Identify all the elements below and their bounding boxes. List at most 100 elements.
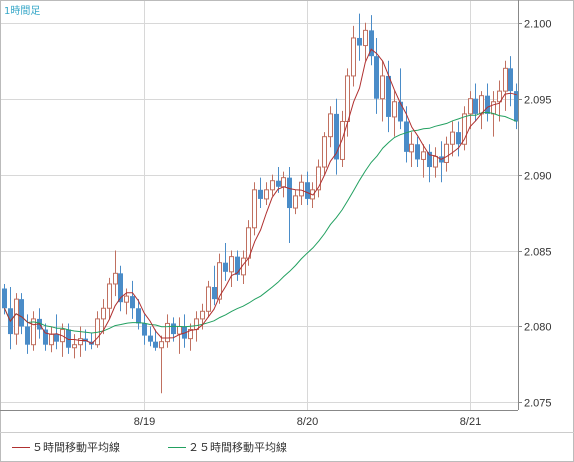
candle-body: [113, 272, 118, 285]
candle-down: [305, 171, 310, 205]
candle-down: [212, 265, 217, 306]
candle-up: [328, 106, 333, 148]
candle-body: [508, 68, 513, 92]
candle-up: [101, 299, 106, 335]
candle-body: [258, 189, 263, 199]
candle-body: [316, 166, 321, 191]
candle-down: [508, 56, 513, 107]
candle-down: [456, 121, 461, 157]
candle-body: [398, 101, 403, 122]
y-tick-label: 2.075: [524, 398, 552, 410]
candle-up: [31, 311, 36, 351]
candle-down: [287, 167, 292, 243]
candle-up: [421, 144, 426, 178]
candle-body: [229, 256, 234, 273]
candle-body: [142, 323, 147, 336]
candle-down: [25, 314, 30, 354]
candle-body: [31, 318, 36, 346]
candle-up: [380, 60, 385, 122]
candle-body: [148, 335, 153, 342]
candle-body: [491, 101, 496, 115]
candle-up: [229, 250, 234, 287]
candle-down: [66, 323, 71, 354]
candle-body: [165, 322, 170, 343]
candle-down: [427, 144, 432, 183]
candle-down: [374, 37, 379, 114]
candle-body: [369, 30, 374, 57]
candle-body: [270, 180, 275, 191]
candle-up: [444, 136, 449, 172]
candle-down: [415, 136, 420, 168]
y-tick-label: 2.080: [524, 322, 552, 334]
candle-body: [328, 113, 333, 138]
candle-up: [165, 314, 170, 348]
candle-body: [433, 155, 438, 168]
candle-body: [415, 144, 420, 160]
candle-body: [101, 307, 106, 320]
candle-body: [427, 151, 432, 168]
candle-body: [223, 262, 228, 272]
candle-down: [369, 15, 374, 66]
candle-up: [503, 60, 508, 111]
candle-down: [485, 83, 490, 122]
candle-down: [130, 280, 135, 319]
candle-up: [72, 334, 77, 359]
candle-down: [148, 326, 153, 347]
candle-up: [293, 189, 298, 215]
candle-body: [130, 296, 135, 309]
y-axis-ticks: 2.100 2.095 2.090 2.085 2.080 2.075: [518, 19, 552, 410]
candle-body: [177, 325, 182, 335]
candle-up: [409, 132, 414, 168]
legend-item: ２５時間移動平均線: [168, 440, 287, 454]
x-axis-ticks: 8/19 8/20 8/21: [134, 416, 481, 428]
candle-up: [159, 335, 164, 394]
candle-body: [252, 189, 257, 229]
candle-body: [118, 273, 123, 303]
x-tick-label: 8/20: [297, 416, 318, 428]
candle-body: [124, 295, 129, 303]
candle-body: [72, 344, 77, 349]
candle-up: [450, 121, 455, 157]
ma25-line: [4, 111, 517, 334]
candle-body: [43, 329, 48, 345]
candle-body: [497, 90, 502, 103]
candle-up: [363, 22, 368, 61]
candle-up: [252, 182, 257, 236]
candle-body: [380, 75, 385, 100]
y-tick-label: 2.090: [524, 171, 552, 183]
candle-body: [334, 113, 339, 160]
candle-up: [322, 132, 327, 175]
candle-down: [19, 293, 24, 335]
ma5-line: [4, 48, 517, 345]
candle-down: [334, 98, 339, 175]
candle-body: [409, 143, 414, 153]
candle-up: [206, 280, 211, 318]
candle-body: [78, 338, 83, 346]
candle-up: [392, 91, 397, 137]
candle-up: [351, 25, 356, 87]
candle-body: [404, 121, 409, 152]
candle-body: [299, 181, 304, 197]
candle-down: [43, 323, 48, 351]
candle-body: [473, 98, 478, 114]
candle-down: [223, 242, 228, 281]
candle-body: [386, 75, 391, 117]
candle-body: [54, 334, 59, 342]
candle-body: [322, 136, 327, 168]
candle-body: [392, 101, 397, 118]
candle-body: [421, 151, 426, 160]
candle-body: [136, 308, 141, 324]
candle-body: [485, 95, 490, 114]
candle-body: [468, 98, 473, 115]
candle-body: [287, 177, 292, 209]
candle-body: [293, 195, 298, 209]
grid-lines: [0, 0, 518, 410]
candle-body: [188, 329, 193, 340]
candle-body: [345, 75, 350, 122]
legend-item: ５時間移動平均線: [12, 440, 120, 454]
candle-body: [456, 132, 461, 145]
candle-body: [217, 262, 222, 300]
candle-body: [503, 67, 508, 92]
candle-body: [264, 189, 269, 200]
candle-body: [305, 182, 310, 199]
